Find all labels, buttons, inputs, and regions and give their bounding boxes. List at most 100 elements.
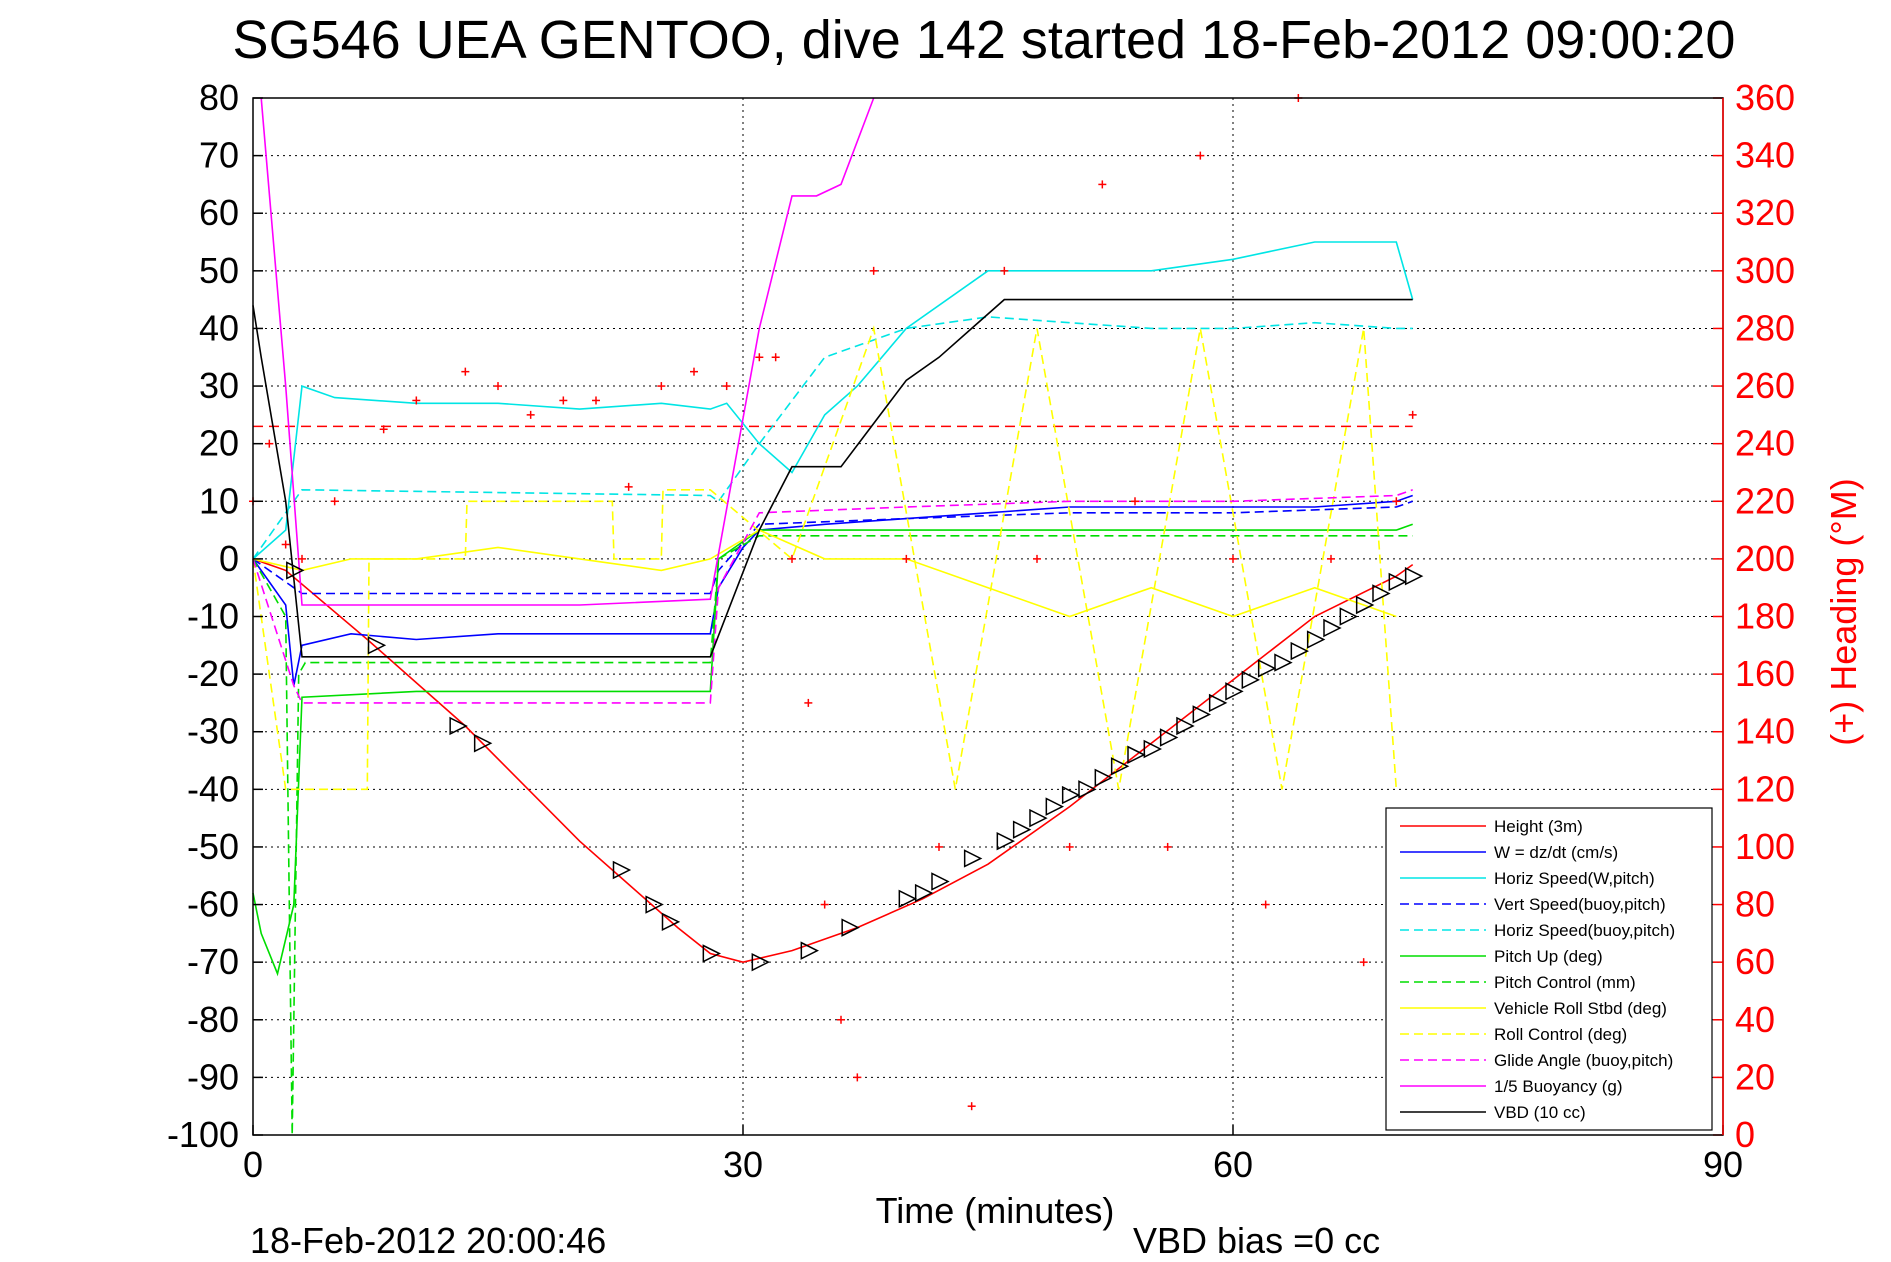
gc-marker: [1012, 820, 1032, 839]
x-tick-label: 0: [243, 1144, 263, 1185]
y-tick-label: -70: [187, 941, 239, 982]
gc-marker: [1323, 618, 1342, 638]
y-tick-label: 10: [199, 480, 239, 521]
gc-marker: [1029, 808, 1048, 828]
gc-marker: [1094, 768, 1114, 788]
right-tick-label: 220: [1735, 480, 1795, 521]
right-tick-label: 120: [1735, 768, 1795, 809]
y-tick-label: 60: [199, 192, 239, 233]
legend-label: Horiz Speed(W,pitch): [1494, 869, 1655, 888]
y-tick-label: -100: [167, 1114, 239, 1155]
series-line: [252, 558, 1414, 964]
y-tick-label: -50: [187, 826, 239, 867]
gc-marker: [931, 872, 950, 891]
legend-label: Roll Control (deg): [1494, 1025, 1627, 1044]
legend-label: VBD (10 cc): [1494, 1103, 1586, 1122]
heading-point: [559, 396, 568, 405]
gc-marker: [841, 918, 860, 937]
heading-point: [869, 266, 878, 275]
right-tick-label: 340: [1735, 135, 1795, 176]
legend-label: Height (3m): [1494, 817, 1583, 836]
y-tick-label: -90: [187, 1056, 239, 1097]
right-tick-label: 80: [1735, 884, 1775, 925]
gc-marker: [1274, 653, 1293, 672]
y-tick-label: -30: [187, 711, 239, 752]
y-tick-label: 20: [199, 423, 239, 464]
heading-point: [298, 554, 306, 563]
footer-vbd-bias: VBD bias =0 cc: [1133, 1220, 1380, 1261]
heading-point: [1261, 900, 1270, 909]
y-tick-label: 30: [199, 365, 239, 406]
right-tick-label: 320: [1735, 192, 1795, 233]
gc-marker: [286, 561, 305, 580]
series-line: [252, 298, 1413, 658]
heading-point: [1196, 151, 1205, 160]
gc-marker: [963, 849, 983, 868]
right-tick-label: 180: [1735, 596, 1795, 637]
gc-marker: [1061, 785, 1081, 805]
gc-marker: [1339, 607, 1359, 626]
gc-marker: [1159, 728, 1179, 747]
right-tick-label: 280: [1735, 307, 1795, 348]
legend-label: Vert Speed(buoy,pitch): [1494, 895, 1666, 914]
legend-label: Glide Angle (buoy,pitch): [1494, 1051, 1673, 1070]
heading-point: [265, 439, 274, 448]
gc-marker: [914, 883, 934, 903]
right-tick-label: 200: [1735, 538, 1795, 579]
y-tick-label: -60: [187, 884, 239, 925]
gc-marker: [473, 734, 493, 753]
series-line: [252, 529, 1397, 618]
gc-marker: [1241, 670, 1261, 690]
heading-point: [1392, 497, 1401, 506]
x-tick-label: 60: [1213, 1144, 1253, 1185]
gc-marker: [1388, 572, 1408, 592]
gc-marker: [1078, 780, 1097, 799]
y-tick-label: -10: [187, 596, 239, 637]
gc-marker: [1045, 797, 1065, 816]
gc-marker: [661, 912, 681, 932]
gc-marker: [645, 895, 664, 914]
heading-point: [461, 367, 470, 376]
chart-title: SG546 UEA GENTOO, dive 142 started 18-Fe…: [233, 10, 1736, 70]
gc-marker: [1127, 745, 1146, 764]
heading-point: [624, 482, 633, 491]
series-line: [252, 534, 1413, 1136]
legend-label: Horiz Speed(buoy,pitch): [1494, 921, 1675, 940]
series-line: [252, 523, 1413, 977]
gc-marker: [751, 952, 771, 972]
series-line: [260, 97, 875, 606]
heading-point: [788, 554, 796, 563]
heading-point: [1408, 410, 1417, 419]
right-tick-label: 40: [1735, 999, 1775, 1040]
gc-marker: [367, 636, 387, 655]
series-line: [252, 500, 1413, 595]
heading-point: [722, 382, 731, 391]
heading-point: [1359, 958, 1368, 967]
heading-point: [1098, 180, 1107, 189]
gc-marker: [1306, 630, 1326, 649]
heading-point: [935, 842, 943, 851]
y-tick-label: -40: [187, 768, 239, 809]
gc-marker: [1225, 682, 1244, 701]
heading-point: [820, 900, 829, 909]
legend-label: Pitch Control (mm): [1494, 973, 1636, 992]
heading-point: [1000, 266, 1009, 275]
y-tick-label: 0: [219, 538, 239, 579]
heading-point: [379, 425, 388, 434]
heading-point: [281, 540, 290, 549]
gc-marker: [1257, 659, 1277, 678]
footer-timestamp: 18-Feb-2012 20:00:46: [250, 1220, 606, 1261]
gc-marker: [1208, 693, 1228, 713]
heading-point: [657, 382, 666, 391]
series-line: [252, 241, 1414, 560]
legend: Height (3m) W = dz/dt (cm/s) Horiz Speed(W…: [1385, 807, 1713, 1131]
gc-marker: [1192, 705, 1212, 724]
gc-marker: [1176, 716, 1195, 736]
right-tick-label: 140: [1735, 711, 1795, 752]
gc-marker: [1110, 757, 1130, 776]
heading-point: [330, 497, 339, 506]
right-axis-label: (+) Heading (°M): [1823, 478, 1864, 745]
heading-point: [1229, 554, 1237, 563]
right-tick-label: 160: [1735, 653, 1795, 694]
right-tick-label: 300: [1735, 250, 1795, 291]
